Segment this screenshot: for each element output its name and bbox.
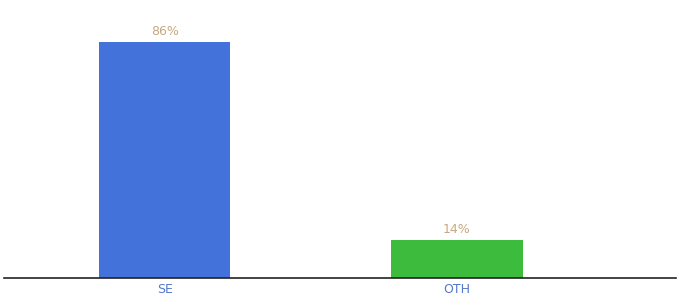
Bar (99, 43, 231, 278)
Bar (391, 240, 522, 278)
Text: 86%: 86% (151, 26, 179, 38)
Text: 14%: 14% (443, 223, 471, 236)
